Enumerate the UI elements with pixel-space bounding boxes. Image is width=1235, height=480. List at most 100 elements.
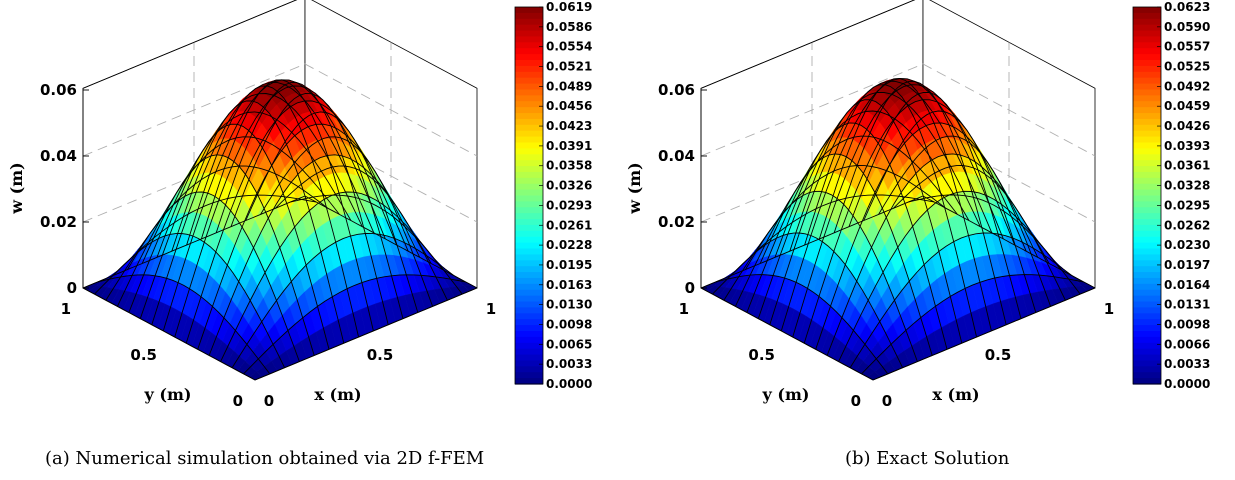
colorbar-tick-label: 0.0098 [546,317,592,331]
mesh-line [769,80,993,325]
z-tick-label: 0.02 [658,213,695,231]
colorbar-tick-label: 0.0358 [546,159,592,173]
colorbar-tick-label: 0.0492 [1164,79,1210,93]
colorbar-band [1133,319,1161,326]
colorbar-band [1133,260,1161,267]
colorbar-band [1133,354,1161,362]
colorbar-band [515,378,543,385]
colorbar-band [515,54,543,61]
colorbar-band [515,289,543,297]
colorbar-band [1133,130,1161,138]
colorbar-band [1133,77,1161,85]
colorbar-band [1133,60,1161,67]
colorbar-tick-label: 0.0361 [1164,159,1210,173]
x-axis-label: x (m) [932,385,979,404]
z-tick-label: 0.06 [40,81,77,99]
colorbar-tick-label: 0.0131 [1164,298,1210,312]
colorbar-band [515,65,543,73]
mesh-line [290,194,463,295]
colorbar-tick-label: 0.0000 [546,377,592,391]
colorbar-tick-label: 0.0391 [546,139,592,153]
x-axis-line [254,287,478,381]
colorbar-band [1133,195,1161,202]
colorbar-band [515,207,543,214]
colorbar-band [1133,83,1161,91]
colorbar-tick-label: 0.0459 [1164,99,1210,113]
mesh-line [304,195,478,289]
colorbar-band [1133,89,1161,96]
colorbar-band [515,60,543,67]
mesh-line [893,165,1066,301]
colorbar-band [515,136,543,144]
colorbar-band [515,166,543,173]
mesh-line [116,136,340,307]
colorbar-band [515,242,543,250]
mesh-line [789,99,963,344]
colorbar-band [1133,201,1161,208]
colorbar-band [515,118,543,126]
colorbar-band [515,213,543,220]
colorbar-band [515,24,543,32]
colorbar-band [515,319,543,326]
colorbar-tick-label: 0.0393 [1164,139,1210,153]
colorbar-band [515,101,543,108]
colorbar-band [1133,224,1161,232]
y-tick-label: 0 [233,392,243,410]
colorbar-band [515,272,543,279]
colorbar-band [1133,142,1161,149]
colorbar-tick-label: 0.0623 [1164,0,1210,14]
mesh-line [112,233,286,368]
colorbar-tick-label: 0.0000 [1164,377,1210,391]
colorbar-band [515,248,543,256]
axes-lines [700,88,1096,381]
colorbar-band [515,219,543,226]
colorbar-band [1133,372,1161,379]
mesh-line [730,232,904,368]
colorbar-tick-label: 0.0521 [546,60,592,74]
mesh-line [734,135,958,307]
mesh-line [804,84,978,338]
colorbar-band [515,30,543,38]
colorbar-band [515,307,543,314]
axes-lines [82,88,478,381]
y-tick-label: 0.5 [748,346,775,364]
colorbar-band [1133,12,1161,20]
colorbar-band [515,48,543,55]
colorbar-band [515,283,543,291]
colorbar-tick-label: 0.0164 [1164,278,1210,292]
colorbar-tick-label: 0.0130 [546,298,592,312]
colorbar-band [515,142,543,149]
colorbar-band [1133,177,1161,185]
colorbar-band [1133,325,1161,332]
colorbar-frame [514,6,544,385]
colorbar-band [1133,342,1161,350]
colorbar-band [1133,313,1161,320]
caption-a: (a) Numerical simulation obtained via 2D… [45,448,485,469]
y-tick-label: 0 [851,392,861,410]
colorbar-band [1133,71,1161,79]
mesh-line [245,111,419,313]
mesh-line [908,194,1081,295]
colorbar-tick-label: 0.0554 [546,40,592,54]
colorbar-frame [1132,6,1162,385]
colorbar-tick-label: 0.0033 [546,357,592,371]
z-tick-label: 0 [685,279,695,297]
colorbar-band [1133,136,1161,144]
colorbar-band [515,89,543,96]
colorbar-band [1133,330,1161,338]
colorbar-tick-label: 0.0525 [1164,60,1210,74]
colorbar-tick-label: 0.0163 [546,278,592,292]
mesh-line [922,195,1096,289]
colorbar-tick-label: 0.0065 [546,337,592,351]
colorbar-band [515,325,543,332]
mesh-line [715,274,889,375]
mesh-line [723,165,947,301]
colorbar-tick-label: 0.0456 [546,99,592,113]
mesh-line [82,195,306,289]
colorbar-tick-label: 0.0197 [1164,258,1210,272]
z-tick-label: 0 [67,279,77,297]
colorbar-tick-label: 0.0033 [1164,357,1210,371]
colorbar-band [1133,189,1161,197]
mesh-line [849,232,1073,368]
surface-mesh [82,79,478,381]
